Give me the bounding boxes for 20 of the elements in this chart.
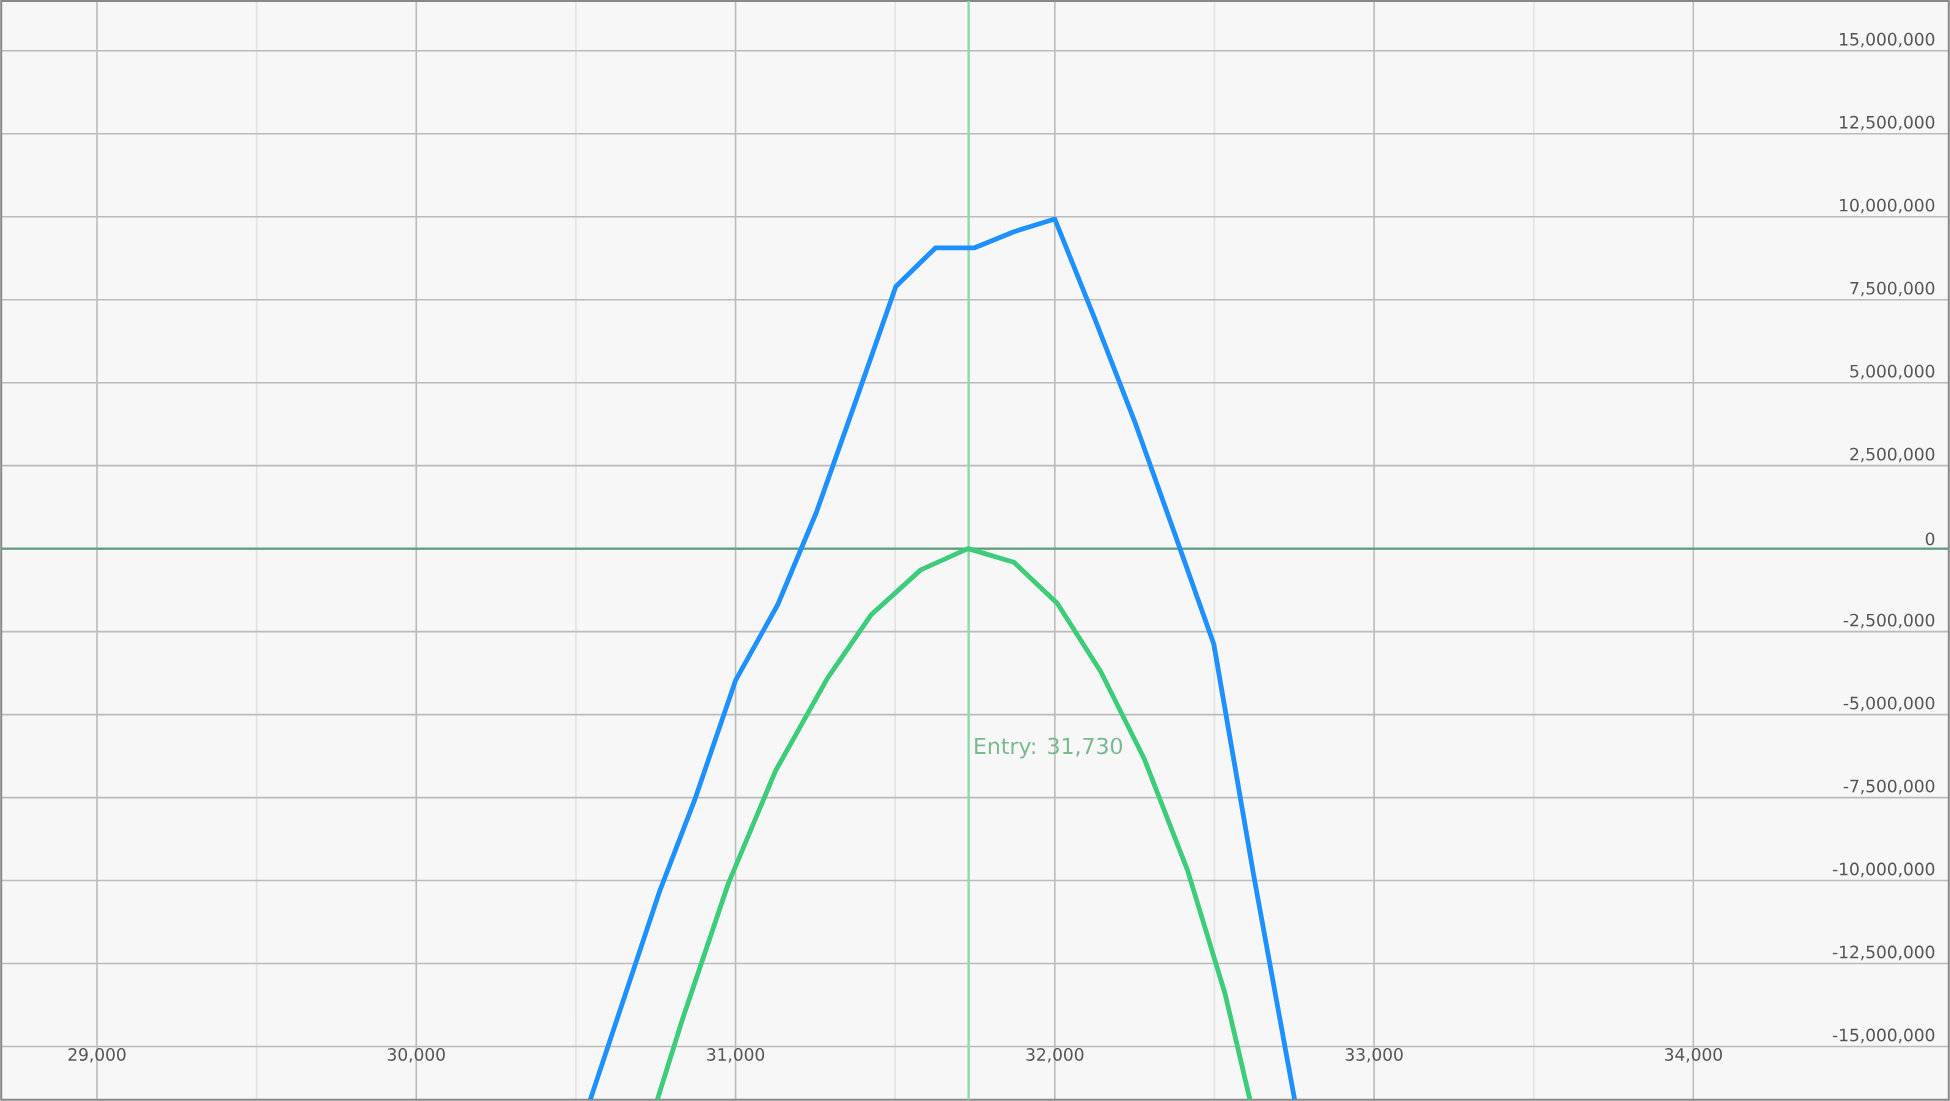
x-tick-label: 34,000 bbox=[1664, 1048, 1722, 1063]
y-tick-label: -12,500,000 bbox=[1832, 945, 1935, 961]
x-tick-label: 32,000 bbox=[1026, 1048, 1084, 1063]
x-tick-label: 29,000 bbox=[68, 1048, 126, 1063]
x-tick-label: 31,000 bbox=[707, 1048, 765, 1063]
y-tick-label: 2,500,000 bbox=[1850, 447, 1935, 463]
y-tick-label: -10,000,000 bbox=[1832, 862, 1935, 878]
y-tick-label: 7,500,000 bbox=[1850, 281, 1935, 297]
y-tick-label: 12,500,000 bbox=[1840, 115, 1935, 131]
x-tick-label: 30,000 bbox=[387, 1048, 445, 1063]
y-tick-label: -2,500,000 bbox=[1843, 613, 1935, 629]
y-tick-label: 15,000,000 bbox=[1840, 32, 1935, 48]
y-tick-label: 10,000,000 bbox=[1840, 198, 1935, 214]
y-tick-label: -15,000,000 bbox=[1832, 1028, 1935, 1044]
y-tick-label: -5,000,000 bbox=[1843, 696, 1935, 712]
ref-line-label: Entry: 31,730 bbox=[975, 737, 1122, 759]
x-tick-label: 33,000 bbox=[1345, 1048, 1403, 1063]
y-tick-label: 0 bbox=[1925, 532, 1935, 546]
y-tick-label: 5,000,000 bbox=[1850, 364, 1935, 380]
y-tick-label: -7,500,000 bbox=[1843, 779, 1935, 795]
